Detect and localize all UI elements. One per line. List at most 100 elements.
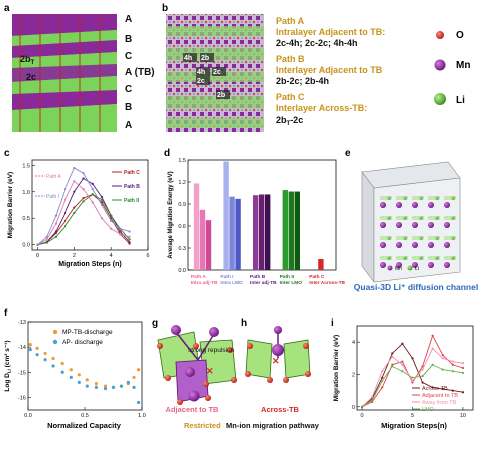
panel-e: e Mn Li Quasi-3D Li⁺ diffusion channel [345, 148, 478, 292]
chart-f-xlabel: Normalized Capacity [47, 421, 122, 430]
li-atom [435, 236, 439, 240]
li-channel [412, 236, 424, 240]
path-c-values: 2bT-2c [276, 115, 303, 127]
path-b-subtitle: Interlayer Adjacent to TB [276, 65, 383, 75]
site-label: 4h [184, 55, 192, 62]
li-atom [435, 196, 439, 200]
data-point [85, 378, 89, 382]
data-point [54, 222, 58, 225]
tick-label: 0 [361, 413, 364, 419]
tick-label: 0.5 [81, 413, 89, 419]
panel-label-e: e [345, 148, 351, 159]
data-point [381, 386, 384, 389]
li-atom [419, 216, 423, 220]
caption-mn-pathway: Mn-ion migration pathway [226, 421, 320, 430]
li-channel [428, 216, 440, 220]
x-category-label: Path II Inter LMO [280, 274, 303, 286]
panel-label-h: h [241, 318, 247, 329]
panel-i: i 0 5 10 0 2 4 Migration Steps(n) Migration B… [331, 318, 474, 430]
li-channel [412, 256, 424, 260]
panel-label-f: f [4, 308, 8, 319]
data-point [73, 180, 76, 183]
site-label: 2c [213, 69, 221, 76]
data-point [451, 370, 454, 373]
bar [253, 195, 259, 270]
data-point [136, 400, 141, 405]
data-point [451, 389, 454, 392]
data-point [110, 219, 113, 222]
atom-legend-label: Mn [456, 60, 470, 71]
li-channel [428, 196, 440, 200]
chart-i-axis: 0 5 10 0 2 4 [352, 340, 466, 419]
mn-atom [396, 242, 402, 248]
panel-label-a: a [4, 3, 10, 14]
tick-label: 2 [352, 372, 355, 378]
li-channel [396, 196, 408, 200]
data-point [126, 380, 130, 384]
data-point [82, 188, 85, 191]
data-point [51, 356, 55, 361]
x-category-label: Path C Inter Across-TB [309, 274, 345, 286]
data-point [73, 190, 76, 193]
mn-atom [412, 202, 418, 208]
li-channel [380, 216, 392, 220]
stack-label: C [125, 51, 132, 62]
data-point [82, 197, 85, 200]
li-channel [412, 196, 424, 200]
tick-label: 5 [411, 413, 414, 419]
li-atom [387, 236, 391, 240]
data-point [82, 200, 85, 203]
data-point [69, 375, 73, 379]
site-label-2c: 2c [26, 72, 36, 82]
mn-atom [396, 222, 402, 228]
data-point [132, 375, 136, 379]
tick-label: 0.6 [178, 224, 186, 230]
legend-entry: Path B [124, 184, 140, 190]
data-point [391, 352, 394, 355]
li-atom [419, 236, 423, 240]
mn-atom [412, 222, 418, 228]
stack-label: A (TB) [125, 67, 155, 78]
panel-e-caption: Quasi-3D Li⁺ diffusion channel [354, 282, 478, 292]
data-point [441, 357, 444, 360]
data-point [45, 238, 48, 241]
data-point [28, 348, 32, 352]
li-channel [428, 256, 440, 260]
data-point [103, 384, 108, 388]
chart-i-frame [356, 325, 474, 411]
path-a-title: Path A [276, 16, 305, 26]
li-channel [396, 256, 408, 260]
li-atom [387, 216, 391, 220]
data-point [136, 368, 141, 372]
data-point [110, 227, 113, 230]
chart-i-plot [360, 334, 465, 408]
data-point [64, 188, 67, 191]
li-channel [444, 256, 456, 260]
data-point [100, 203, 104, 207]
tick-label: 0.9 [178, 202, 186, 208]
bar [318, 259, 324, 270]
data-point [431, 386, 434, 389]
data-point [111, 385, 116, 389]
panel-a-crystal: 2bT 2c [12, 14, 117, 132]
panel-e-legend: Mn Li [387, 265, 419, 272]
tick-label: 6 [146, 253, 149, 259]
li-channel [396, 216, 408, 220]
legend-entry: Across-TB [422, 386, 448, 392]
data-point [381, 376, 384, 379]
data-point [110, 217, 113, 220]
path-a-subtitle: Intralayer Adjacent to TB: [276, 27, 385, 37]
legend-entry: Path A [46, 174, 61, 180]
atom-legend: O Mn Li [434, 30, 470, 106]
caption-adjacent-tb: Adjacent to TB [166, 405, 220, 414]
data-point [64, 211, 67, 215]
legend-entry: Path II [124, 198, 140, 204]
data-point [461, 391, 465, 394]
x-category-label: Path B Inter adj-TB [250, 274, 277, 286]
data-point [69, 368, 73, 372]
li-atom [403, 256, 407, 260]
li-atom [451, 216, 455, 220]
bar [223, 161, 229, 270]
chart-d-axis: 0.0 0.3 0.6 0.9 1.2 1.5 [178, 158, 191, 274]
